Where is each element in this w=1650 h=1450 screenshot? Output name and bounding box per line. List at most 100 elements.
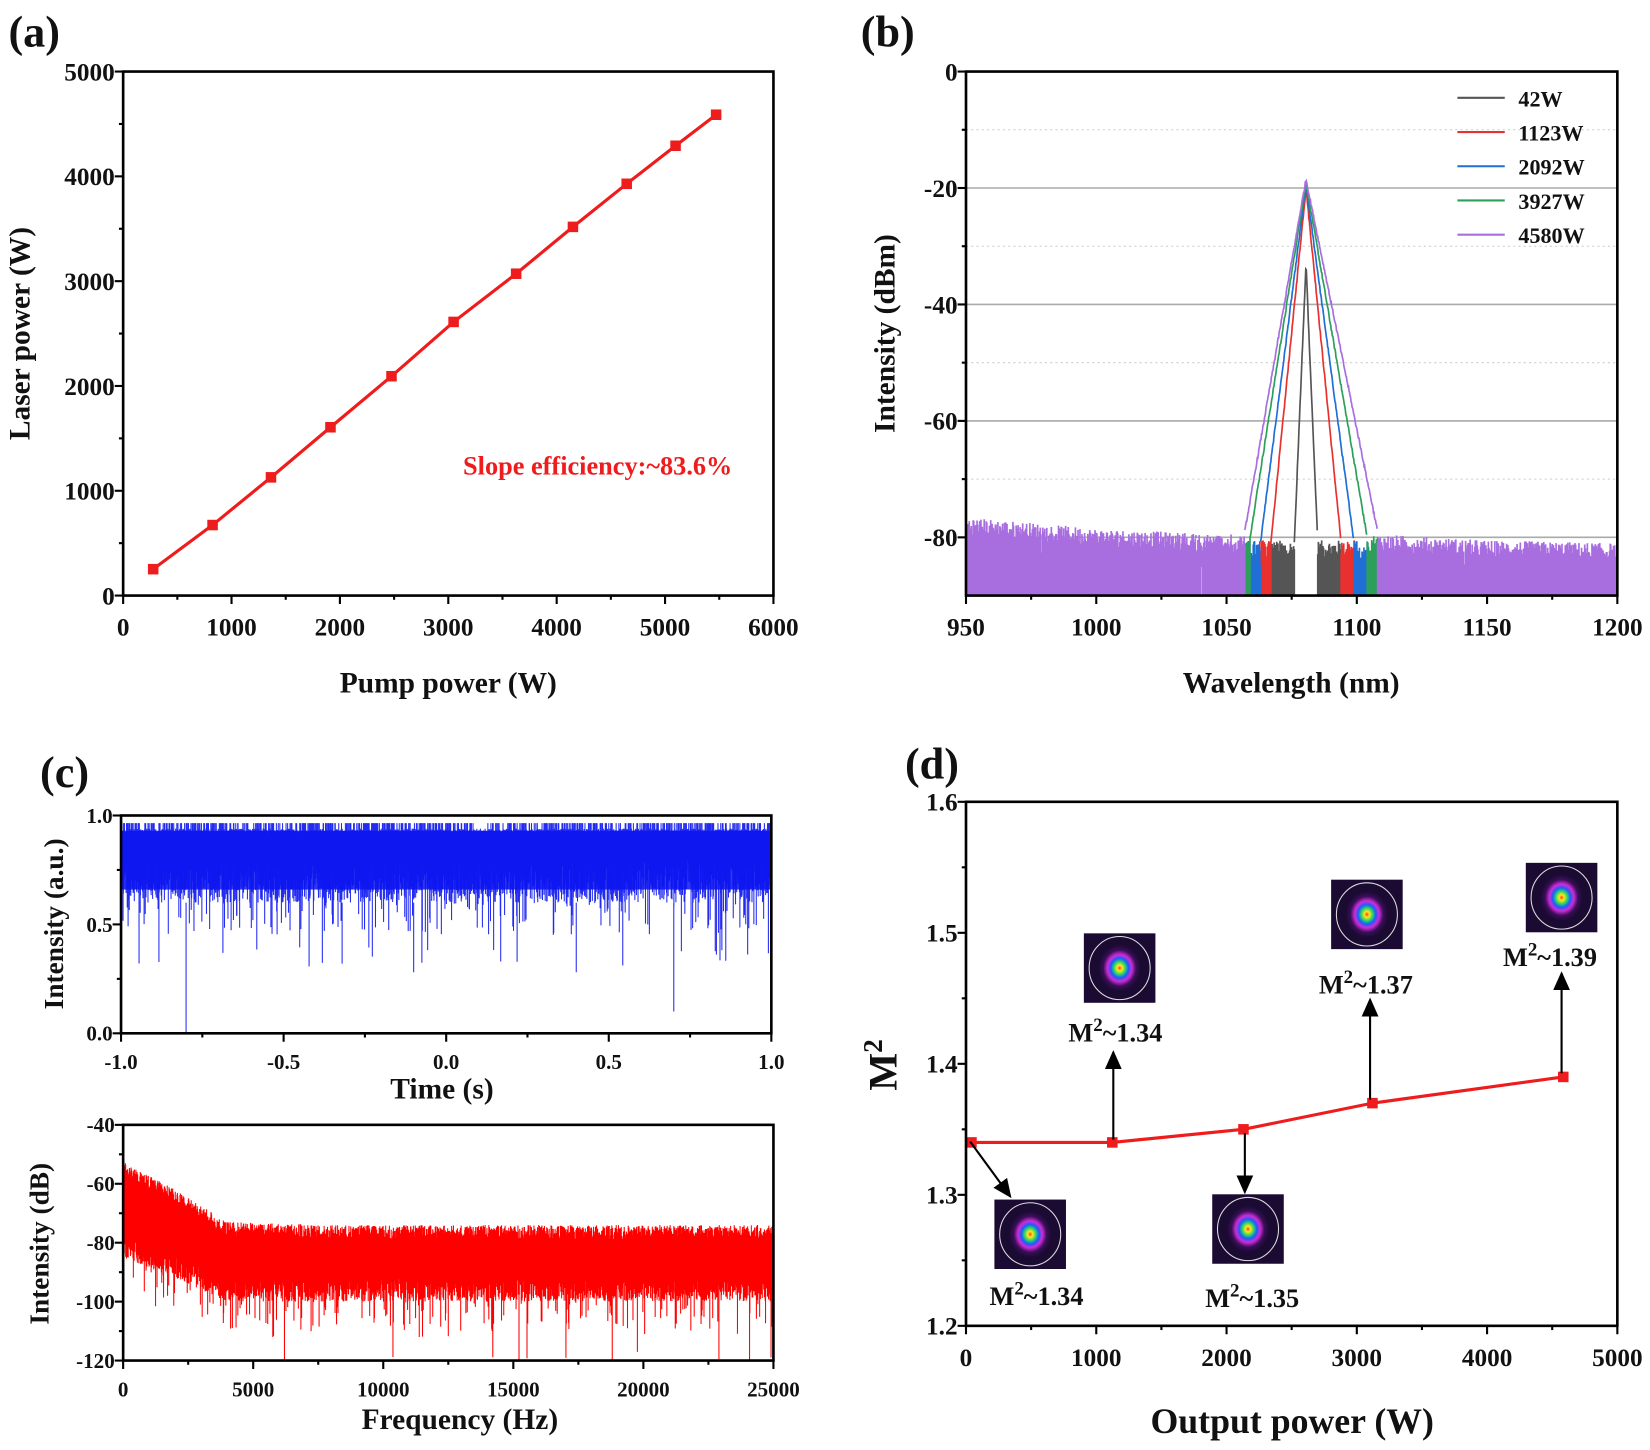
- legend-label: 3927W: [1518, 189, 1584, 214]
- b-series-42W: [1267, 266, 1345, 596]
- b-xlabel: Wavelength (nm): [1183, 667, 1400, 699]
- b-frame: [964, 70, 1619, 597]
- m2-value: ~1.34: [1024, 1282, 1084, 1311]
- beam-ring: [1216, 1196, 1280, 1262]
- x-tick-label: 1000: [206, 614, 257, 642]
- d-m2-annotation: M2~1.34: [1068, 1015, 1162, 1048]
- d-frame: [964, 800, 1619, 1328]
- a-data-point: [510, 268, 522, 279]
- y-tick-label: -40: [924, 291, 958, 319]
- x-tick-label: 3000: [1332, 1344, 1383, 1372]
- x-tick-label: 1000: [1071, 1344, 1122, 1372]
- x-tick-label: 5000: [1592, 1344, 1643, 1372]
- a-data-point: [207, 519, 218, 531]
- x-tick-label: -0.5: [267, 1050, 300, 1074]
- a-data-point: [670, 140, 681, 152]
- b-ylabel: Intensity (dBm): [869, 234, 901, 433]
- legend-label: 4580W: [1518, 223, 1584, 248]
- d-ylabel: M2: [858, 1039, 906, 1090]
- y-tick-label: -120: [76, 1349, 115, 1373]
- y-tick-label: 2000: [64, 373, 114, 401]
- beam-spot: [1345, 891, 1388, 938]
- x-tick-label: -1.0: [104, 1050, 137, 1074]
- x-tick-label: 2000: [1201, 1344, 1252, 1372]
- b-series-4580W: [966, 178, 1618, 596]
- a-xlabel: Pump power (W): [340, 667, 557, 699]
- x-tick-label: 0: [117, 614, 130, 642]
- panel-label-a: (a): [8, 7, 60, 56]
- c-time-plot-area: [121, 823, 772, 1034]
- y-tick-label: 0.0: [86, 1022, 112, 1046]
- m2-base: M: [1205, 1284, 1230, 1313]
- c-time-dense-band: [121, 830, 772, 890]
- b-noise-floor: [966, 519, 1618, 596]
- x-tick-label: 0.0: [433, 1050, 459, 1074]
- y-tick-label: -40: [87, 1113, 115, 1137]
- c-freq-axes: 0 5000 10000 15000 20000 25000 -120 -100 -80 -60 -…: [76, 1113, 800, 1401]
- x-tick-label: 950: [947, 614, 985, 642]
- x-tick-label: 3000: [423, 614, 474, 642]
- d-beam-profile-inset: M2~1.34: [1068, 933, 1162, 1140]
- d-xlabel: Output power (W): [1150, 1401, 1434, 1441]
- x-tick-label: 6000: [748, 614, 799, 642]
- x-tick-label: 5000: [640, 614, 691, 642]
- d-axes: 0 1000 2000 3000 4000 5000 1.2 1.3 1.4 1.5 1.6: [926, 789, 1643, 1372]
- arrow-icon: [969, 1141, 1012, 1199]
- d-data-point: [1107, 1137, 1118, 1148]
- c-freq-frame: [121, 1123, 775, 1362]
- m2-value: ~1.35: [1240, 1284, 1300, 1313]
- y-tick-label: -60: [87, 1172, 115, 1196]
- y-tick-label: -60: [924, 408, 958, 436]
- c-freq-ylabel: Intensity (dB): [24, 1163, 54, 1325]
- d-beam-profile-inset: M2~1.39: [1503, 862, 1598, 1074]
- a-data-point: [567, 221, 579, 233]
- c-freq-plot-area: [123, 1161, 774, 1361]
- y-tick-label: 1000: [64, 478, 114, 506]
- x-tick-label: 5000: [232, 1377, 274, 1401]
- x-tick-label: 10000: [357, 1377, 410, 1401]
- d-m2-annotation: M2~1.35: [1205, 1280, 1299, 1313]
- d-data-point: [1558, 1071, 1569, 1083]
- a-slope-annotation: Slope efficiency:~83.6%: [463, 452, 732, 481]
- y-tick-label: 4000: [64, 163, 114, 191]
- d-m2-annotation: M2~1.34: [990, 1278, 1084, 1311]
- beam-ring: [1530, 865, 1593, 930]
- a-ylabel: Laser power (W): [4, 227, 36, 440]
- beam-spot: [1009, 1211, 1052, 1258]
- x-tick-label: 0: [118, 1377, 129, 1401]
- b-legend: 42W 1123W 2092W 3927W 4580W: [1457, 86, 1585, 248]
- y-tick-label: 1.5: [926, 920, 958, 948]
- legend-label: 2092W: [1518, 155, 1584, 180]
- y-tick-label: 1.6: [926, 789, 958, 817]
- y-tick-label: -80: [924, 524, 958, 552]
- m2-sup: 2: [1014, 1278, 1023, 1299]
- c-time-frame: [119, 814, 773, 1035]
- x-tick-label: 4000: [1462, 1344, 1513, 1372]
- y-tick-label: 3000: [64, 268, 114, 296]
- c-time-axes: -1.0 -0.5 0.0 0.5 1.0 0.0 0.5 1.0: [86, 804, 784, 1074]
- y-tick-label: -80: [87, 1231, 115, 1255]
- x-tick-label: 1050: [1201, 614, 1252, 642]
- beam-spot: [1098, 944, 1141, 992]
- y-tick-label: -100: [76, 1290, 115, 1314]
- x-tick-label: 0: [960, 1344, 973, 1372]
- x-tick-label: 2000: [315, 614, 366, 642]
- x-tick-label: 15000: [487, 1377, 540, 1401]
- panel-label-d: (d): [905, 740, 959, 789]
- y-tick-label: 1.2: [926, 1313, 958, 1341]
- c-freq-xlabel: Frequency (Hz): [362, 1404, 559, 1436]
- m2-sup: 2: [1344, 967, 1353, 988]
- x-tick-label: 1.0: [758, 1050, 784, 1074]
- c-time-xlabel: Time (s): [390, 1074, 493, 1106]
- beam-ring: [1335, 882, 1398, 947]
- a-frame: [121, 70, 775, 597]
- m2-sup: 2: [1230, 1280, 1239, 1301]
- y-tick-label: 1.0: [86, 804, 112, 828]
- m2-base: M: [1068, 1019, 1093, 1048]
- x-tick-label: 1200: [1592, 614, 1643, 642]
- panel-label-c: (c): [40, 748, 89, 797]
- m2-base: M: [1503, 943, 1528, 972]
- b-peak-line: [1249, 180, 1368, 538]
- b-series-2092W: [1246, 184, 1371, 596]
